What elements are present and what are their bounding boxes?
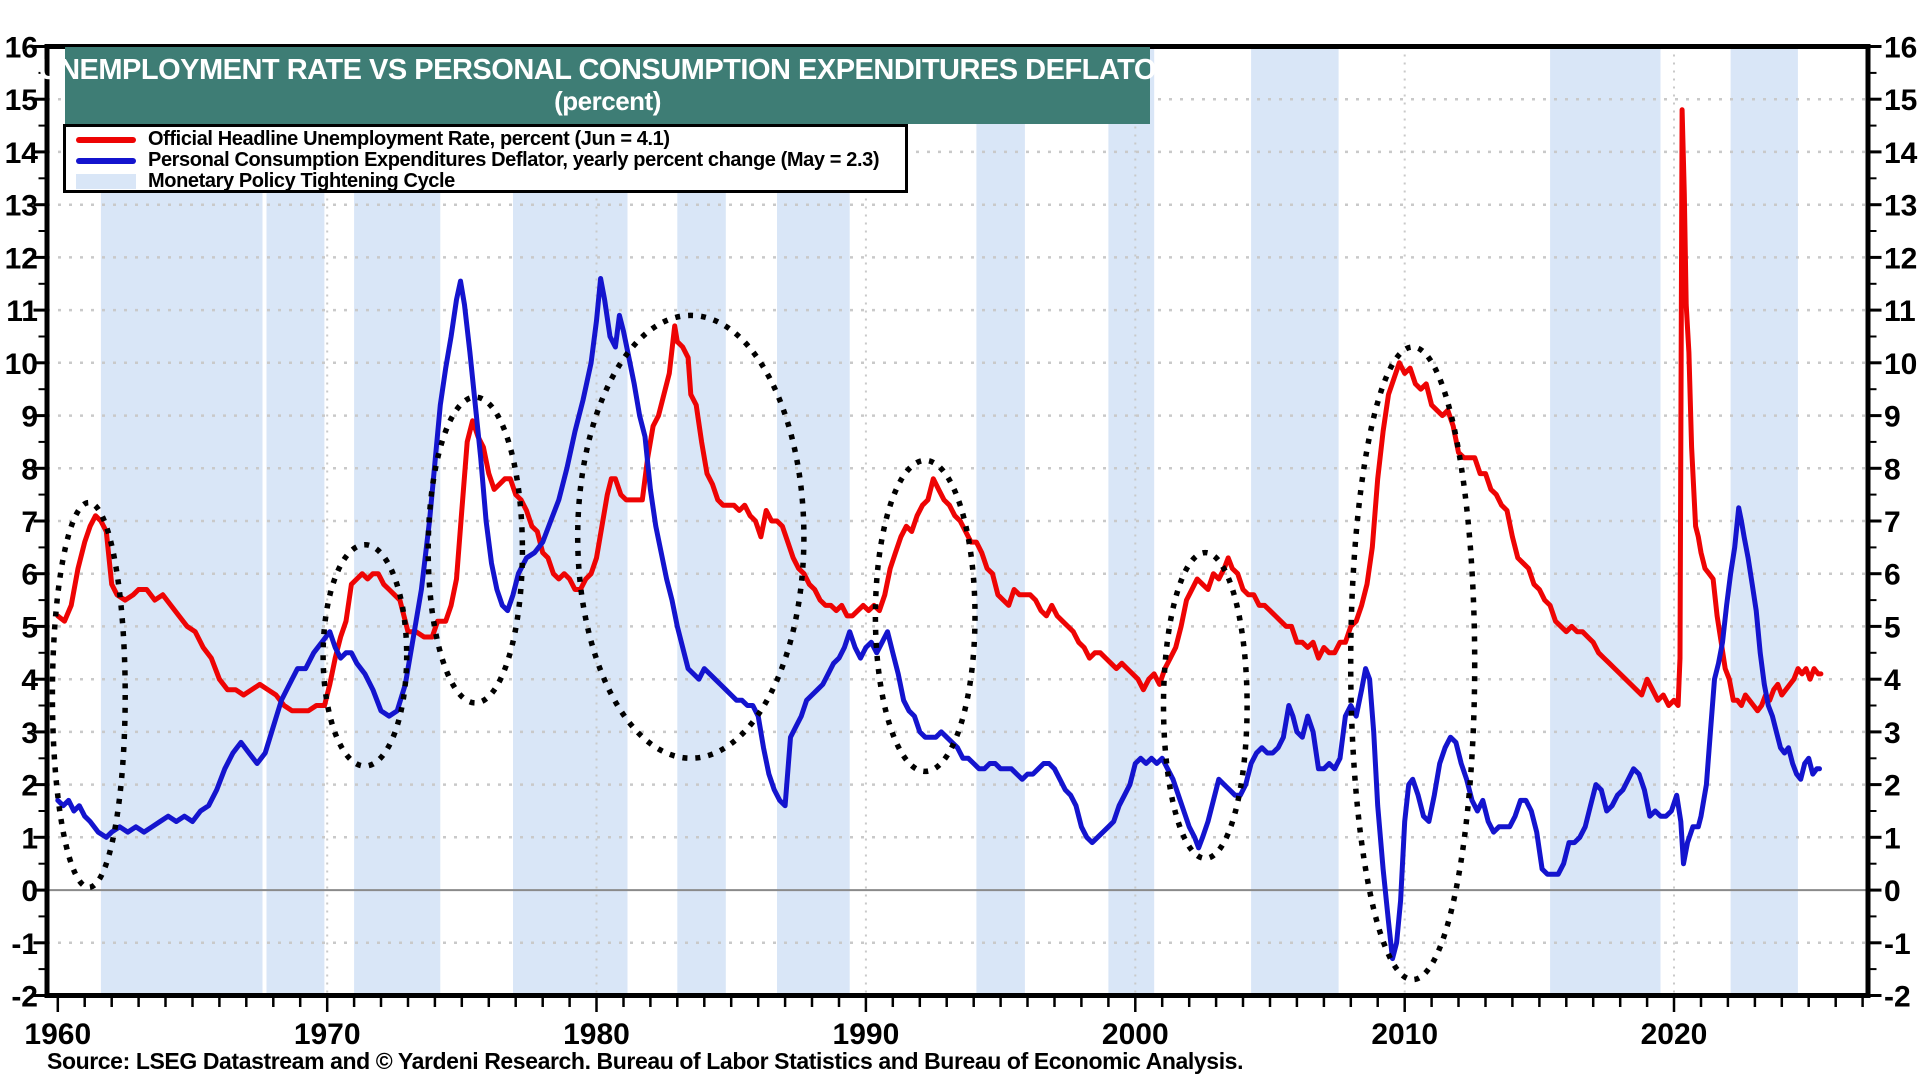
source-attribution: Source: LSEG Datastream and © Yardeni Re… <box>47 1048 1244 1074</box>
pce-deflator-line <box>55 276 1822 962</box>
legend-label: Monetary Policy Tightening Cycle <box>148 170 455 192</box>
svg-text:2010: 2010 <box>1371 1018 1438 1051</box>
svg-text:0: 0 <box>1884 875 1901 908</box>
legend-label: Personal Consumption Expenditures Deflat… <box>148 149 880 171</box>
svg-text:15: 15 <box>5 84 38 117</box>
svg-text:9: 9 <box>1884 401 1901 434</box>
svg-text:6: 6 <box>1884 559 1901 592</box>
svg-text:1: 1 <box>21 822 38 855</box>
svg-text:14: 14 <box>5 137 39 170</box>
svg-text:16: 16 <box>1884 32 1917 65</box>
svg-text:1970: 1970 <box>294 1018 361 1051</box>
page-title: UNEMPLOYMENT RATE VS PERSONAL CONSUMPTIO… <box>38 53 1177 86</box>
svg-text:8: 8 <box>21 453 38 486</box>
svg-text:14: 14 <box>1884 137 1918 170</box>
y-axis-ticks <box>33 45 1882 997</box>
svg-text:9: 9 <box>21 401 38 434</box>
svg-text:1990: 1990 <box>833 1018 900 1051</box>
svg-text:1: 1 <box>1884 822 1901 855</box>
svg-text:4: 4 <box>1884 664 1901 697</box>
svg-text:2020: 2020 <box>1641 1018 1708 1051</box>
svg-text:6: 6 <box>21 559 38 592</box>
svg-text:2000: 2000 <box>1102 1018 1169 1051</box>
svg-text:13: 13 <box>1884 190 1917 223</box>
svg-text:10: 10 <box>1884 348 1917 381</box>
unemployment-rate-line <box>55 107 1824 714</box>
legend-item-unemployment: Official Headline Unemployment Rate, per… <box>66 128 905 150</box>
svg-text:-1: -1 <box>11 928 38 961</box>
x-axis-ticks <box>56 998 1864 1012</box>
svg-text:10: 10 <box>5 348 38 381</box>
svg-text:13: 13 <box>5 190 38 223</box>
svg-text:1960: 1960 <box>24 1018 91 1051</box>
chart-legend: Official Headline Unemployment Rate, per… <box>63 124 908 193</box>
legend-item-tightening-cycle: Monetary Policy Tightening Cycle <box>66 170 905 192</box>
svg-text:3: 3 <box>21 717 38 750</box>
svg-text:12: 12 <box>1884 242 1917 275</box>
svg-text:8: 8 <box>1884 453 1901 486</box>
svg-text:1980: 1980 <box>563 1018 630 1051</box>
svg-text:3: 3 <box>1884 717 1901 750</box>
svg-text:12: 12 <box>5 242 38 275</box>
svg-text:7: 7 <box>21 506 38 539</box>
svg-text:-2: -2 <box>11 981 38 1014</box>
legend-item-pce-deflator: Personal Consumption Expenditures Deflat… <box>66 149 905 171</box>
svg-text:2: 2 <box>1884 770 1901 803</box>
svg-text:-2: -2 <box>1884 981 1911 1014</box>
svg-text:7: 7 <box>1884 506 1901 539</box>
page-subtitle: (percent) <box>554 86 661 117</box>
blue-line-swatch-icon <box>76 157 136 164</box>
svg-text:11: 11 <box>6 295 38 328</box>
svg-text:15: 15 <box>1884 84 1917 117</box>
svg-text:-1: -1 <box>1884 928 1911 961</box>
svg-text:0: 0 <box>21 875 38 908</box>
band-swatch-icon <box>76 174 136 189</box>
svg-text:2: 2 <box>21 770 38 803</box>
svg-text:5: 5 <box>21 611 38 644</box>
legend-label: Official Headline Unemployment Rate, per… <box>148 128 670 150</box>
chart-title-banner: UNEMPLOYMENT RATE VS PERSONAL CONSUMPTIO… <box>39 47 1177 124</box>
x-axis-labels: 1960 1970 1980 1990 2000 2010 2020 <box>24 1018 1707 1051</box>
svg-text:16: 16 <box>5 32 38 65</box>
annotation-ellipses <box>49 312 1478 983</box>
svg-text:5: 5 <box>1884 611 1901 644</box>
svg-text:11: 11 <box>1884 295 1916 328</box>
plot-border <box>44 44 1871 998</box>
svg-text:4: 4 <box>21 664 38 697</box>
red-line-swatch-icon <box>76 136 136 143</box>
